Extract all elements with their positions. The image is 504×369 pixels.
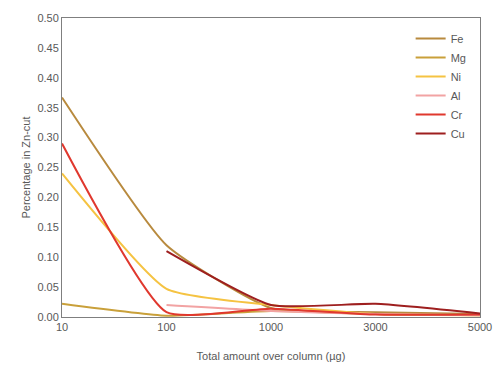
svg-text:Cu: Cu xyxy=(451,128,465,140)
svg-text:0.35: 0.35 xyxy=(37,102,58,114)
svg-text:3000: 3000 xyxy=(363,321,387,333)
svg-text:0.00: 0.00 xyxy=(37,311,58,323)
svg-text:Percentage in Zn-cut: Percentage in Zn-cut xyxy=(20,116,32,218)
svg-text:Al: Al xyxy=(451,90,461,102)
svg-text:0.10: 0.10 xyxy=(37,251,58,263)
svg-text:Total amount over column (µg): Total amount over column (µg) xyxy=(197,350,346,362)
svg-text:0.05: 0.05 xyxy=(37,281,58,293)
svg-text:100: 100 xyxy=(157,321,175,333)
svg-text:0.20: 0.20 xyxy=(37,191,58,203)
svg-text:0.15: 0.15 xyxy=(37,221,58,233)
svg-text:10: 10 xyxy=(56,321,68,333)
svg-text:1000: 1000 xyxy=(259,321,283,333)
svg-text:5000: 5000 xyxy=(468,321,492,333)
svg-text:0.25: 0.25 xyxy=(37,161,58,173)
svg-text:Cr: Cr xyxy=(451,109,463,121)
svg-text:Ni: Ni xyxy=(451,71,461,83)
svg-text:0.40: 0.40 xyxy=(37,72,58,84)
svg-text:Fe: Fe xyxy=(451,33,464,45)
svg-text:Mg: Mg xyxy=(451,52,466,64)
svg-text:0.45: 0.45 xyxy=(37,42,58,54)
svg-text:0.50: 0.50 xyxy=(37,12,58,24)
svg-text:0.30: 0.30 xyxy=(37,131,58,143)
